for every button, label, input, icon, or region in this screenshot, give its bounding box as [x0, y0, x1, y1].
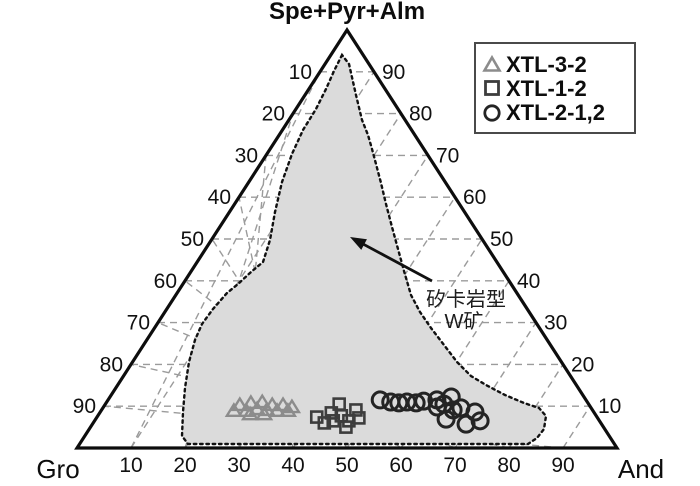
left-vertex-label: Gro	[36, 454, 79, 481]
tick-label-bottom: 30	[227, 454, 250, 477]
grid-line	[184, 113, 294, 449]
marker-circle	[406, 393, 426, 413]
marker-triangle	[254, 405, 274, 421]
tick-label-bottom: 60	[389, 454, 412, 477]
field-arrow	[350, 237, 433, 283]
tick-label-bottom: 80	[497, 454, 520, 477]
grid-line	[562, 405, 591, 449]
tick-label-right: 40	[517, 270, 540, 293]
tick-label-bottom: 10	[119, 454, 142, 477]
tick-label-left: 50	[181, 228, 204, 251]
tick-label-right: 50	[490, 228, 513, 251]
field-annotation-line2: W矿	[445, 310, 484, 333]
marker-triangle	[278, 402, 298, 417]
data-points	[224, 387, 490, 434]
marker-square	[317, 416, 332, 430]
marker-circle	[436, 409, 456, 429]
legend-square-marker-icon	[484, 80, 500, 96]
field-annotation-line1: 矽卡岩型	[426, 288, 506, 311]
legend-label-xtl-2-1-2: XTL-2-1,2	[506, 100, 605, 125]
marker-square	[349, 403, 363, 417]
marker-triangle	[273, 396, 293, 412]
marker-triangle	[240, 405, 260, 421]
tick-label-right: 80	[409, 103, 432, 126]
legend-box	[474, 42, 636, 134]
tick-label-left: 80	[100, 353, 123, 376]
marker-triangle	[282, 398, 302, 414]
tick-label-right: 10	[598, 395, 621, 418]
skarn-field-region	[180, 52, 548, 446]
tick-label-left: 20	[262, 103, 285, 126]
tick-label-bottom: 40	[281, 454, 304, 477]
tick-label-left: 40	[208, 186, 231, 209]
legend-label-xtl-1-2: XTL-1-2	[506, 76, 587, 101]
tick-label-left: 70	[127, 312, 150, 335]
tick-label-right: 70	[436, 144, 459, 167]
tick-label-left: 30	[235, 144, 258, 167]
triangle-border	[74, 27, 620, 450]
tick-label-right: 20	[571, 353, 594, 376]
marker-square	[326, 414, 341, 428]
marker-circle	[370, 390, 390, 410]
marker-triangle	[263, 396, 282, 412]
right-vertex-label: And	[618, 454, 664, 481]
marker-triangle	[253, 393, 272, 409]
grid-line	[130, 71, 321, 449]
marker-circle	[456, 414, 476, 434]
tick-label-left: 10	[289, 61, 312, 84]
apex-label: Spe+Pyr+Alm	[269, 0, 425, 25]
marker-square	[339, 420, 353, 434]
legend-triangle-marker-icon	[482, 54, 502, 72]
tick-label-left: 90	[73, 395, 96, 418]
tick-label-right: 30	[544, 312, 567, 335]
marker-triangle	[247, 400, 267, 416]
marker-circle	[441, 387, 461, 407]
arrow-shaft	[359, 241, 433, 283]
tick-label-bottom: 50	[335, 454, 358, 477]
legend-label-xtl-3-2: XTL-3-2	[506, 52, 587, 77]
tick-label-bottom: 20	[173, 454, 196, 477]
tick-label-right: 90	[382, 61, 405, 84]
tick-label-bottom: 90	[551, 454, 574, 477]
marker-square	[352, 411, 366, 425]
arrow-head-icon	[350, 237, 367, 250]
tick-label-bottom: 70	[443, 454, 466, 477]
legend-circle-marker-icon	[483, 104, 501, 122]
tick-label-right: 60	[463, 186, 486, 209]
legend: XTL-3-2 XTL-1-2 XTL-2-1,2	[474, 42, 636, 134]
marker-triangle	[230, 396, 249, 412]
tick-label-left: 60	[154, 270, 177, 293]
